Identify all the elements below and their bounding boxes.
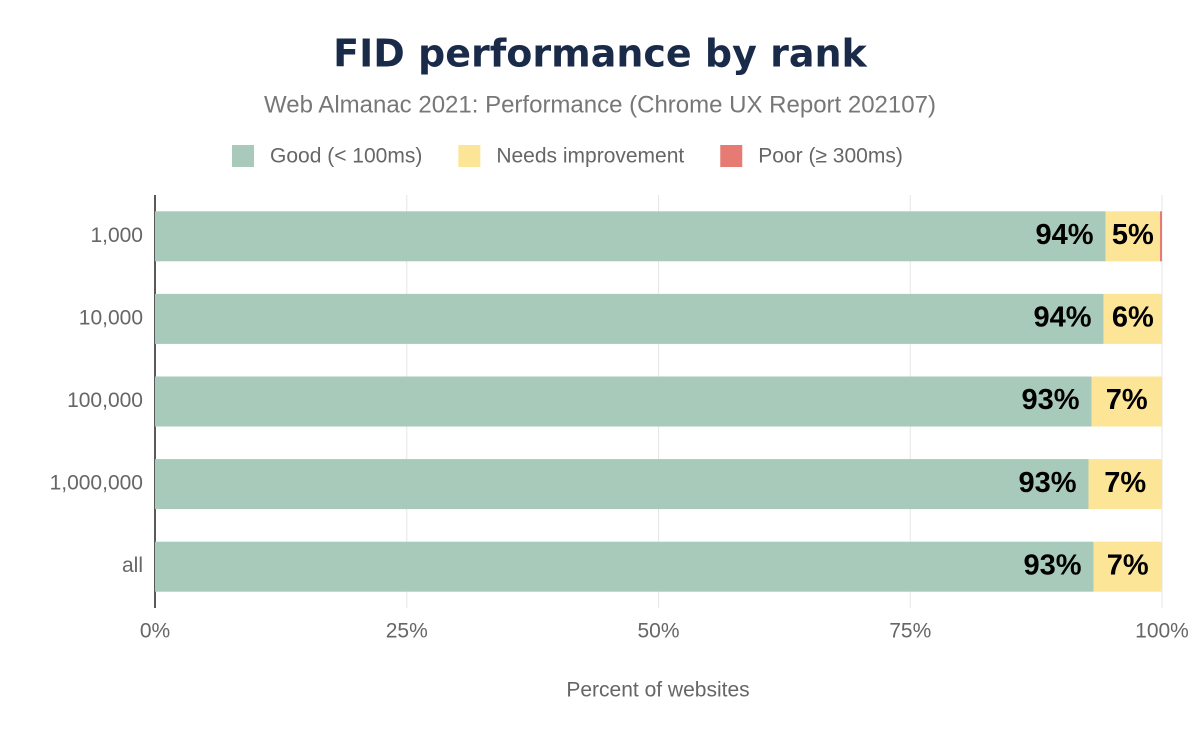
bar-segment xyxy=(1088,459,1162,510)
legend-swatch xyxy=(720,145,743,167)
data-label: 94% xyxy=(1036,219,1094,251)
data-label: 7% xyxy=(1106,384,1148,416)
chart-title: FID performance by rank xyxy=(333,32,867,76)
y-tick-label: 1,000,000 xyxy=(50,472,143,495)
bar-segment xyxy=(1091,376,1162,427)
x-tick-label: 25% xyxy=(386,620,428,643)
data-label: 93% xyxy=(1018,467,1076,499)
y-tick-label: 1,000 xyxy=(90,224,143,247)
legend-label: Needs improvement xyxy=(496,145,684,168)
bar-segment xyxy=(155,541,1094,592)
bar-segment xyxy=(155,211,1106,262)
y-tick-label: 10,000 xyxy=(79,306,143,329)
y-tick-label: 100,000 xyxy=(67,389,143,412)
legend-label: Poor (≥ 300ms) xyxy=(758,145,903,168)
bar-segment xyxy=(155,376,1092,427)
bar-segment xyxy=(1103,293,1162,344)
data-label: 93% xyxy=(1023,549,1081,581)
legend-swatch xyxy=(458,145,481,167)
data-label: 7% xyxy=(1107,549,1149,581)
data-label: 94% xyxy=(1034,302,1092,334)
data-label: 7% xyxy=(1104,467,1146,499)
bar-segment xyxy=(1093,541,1162,592)
x-tick-label: 75% xyxy=(889,620,931,643)
x-tick-label: 100% xyxy=(1135,620,1189,643)
x-axis-label: Percent of websites xyxy=(566,679,749,702)
bar-segment xyxy=(155,293,1104,344)
chart-subtitle: Web Almanac 2021: Performance (Chrome UX… xyxy=(264,91,936,118)
y-tick-label: all xyxy=(122,554,143,577)
bar-segment xyxy=(155,459,1089,510)
legend-swatch xyxy=(232,145,254,167)
x-tick-label: 50% xyxy=(637,620,679,643)
bar-segment xyxy=(1159,211,1162,262)
legend-label: Good (< 100ms) xyxy=(270,145,422,168)
x-tick-label: 0% xyxy=(140,620,170,643)
data-label: 5% xyxy=(1112,219,1154,251)
data-label: 6% xyxy=(1112,302,1154,334)
data-label: 93% xyxy=(1021,384,1079,416)
bar-segment xyxy=(1105,211,1160,262)
